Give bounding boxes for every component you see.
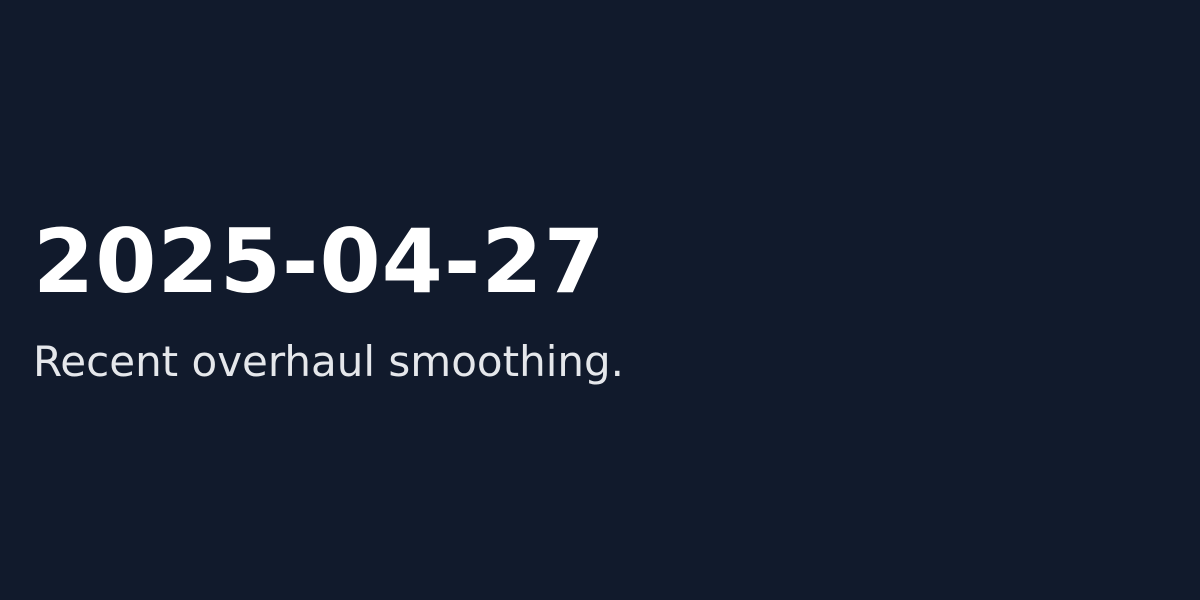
date-heading: 2025-04-27 xyxy=(33,210,606,313)
description-text: Recent overhaul smoothing. xyxy=(33,337,624,386)
card-content: 2025-04-27 Recent overhaul smoothing. xyxy=(33,212,1160,390)
